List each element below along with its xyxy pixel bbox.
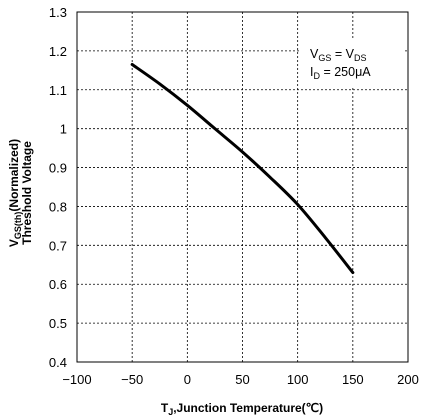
y-axis-title-line2: Threshold Voltage: [20, 141, 34, 245]
annotation-vgs-vds: VGS = VDS: [310, 47, 366, 63]
annotation-id-current: ID = 250μA: [310, 65, 371, 81]
x-tick-label: 200: [397, 372, 419, 387]
y-tick-label: 0.8: [49, 199, 67, 214]
y-tick-label: 1.3: [49, 5, 67, 20]
y-tick-label: 1.2: [49, 44, 67, 59]
x-tick-label: 0: [184, 372, 191, 387]
y-tick-label: 1.1: [49, 83, 67, 98]
y-tick-label: 0.5: [49, 316, 67, 331]
y-tick-label: 0.6: [49, 277, 67, 292]
plot-frame: [76, 11, 409, 363]
series-line: [130, 63, 355, 275]
x-axis-title: TJ,Junction Temperature(℃): [161, 401, 323, 417]
grid-lines: [77, 12, 408, 362]
y-axis-title: VGS(th)(Normalized): [7, 139, 23, 247]
x-tick-label: 150: [342, 372, 364, 387]
y-tick-label: 0.7: [49, 238, 67, 253]
annotation-box: [300, 38, 404, 86]
x-tick-label: 50: [235, 372, 249, 387]
y-tick-label: 1: [60, 122, 67, 137]
x-tick-label: −100: [62, 372, 91, 387]
tick-labels: −100 −50 0 50 100 150 200 0.4 0.5 0.6 0.7 0.8 0.9 1 1.…: [49, 5, 419, 387]
x-tick-label: 100: [287, 372, 309, 387]
y-tick-label: 0.9: [49, 161, 67, 176]
y-tick-label: 0.4: [49, 355, 67, 370]
x-tick-label: −50: [121, 372, 143, 387]
